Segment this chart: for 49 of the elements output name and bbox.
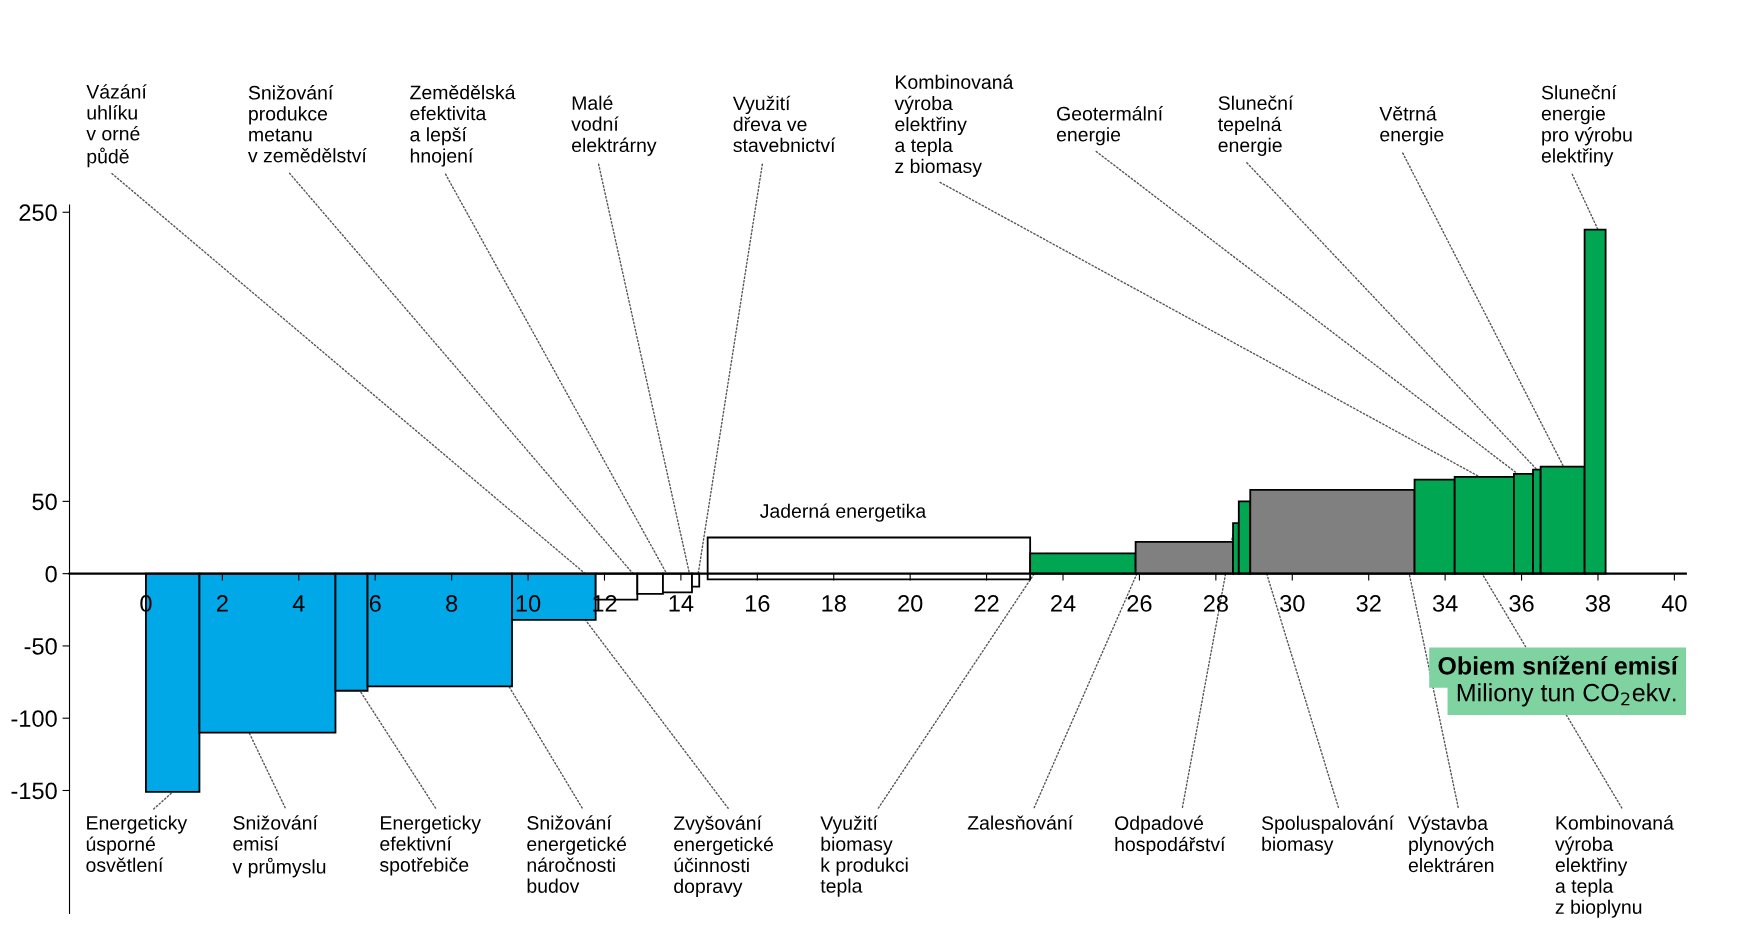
x-tick-label: 36 [1509,595,1534,612]
x-tick-label: 16 [745,595,770,612]
x-tick-label: 38 [1585,595,1611,612]
y-tick-label: -150 [11,782,57,800]
x-tick-label: 28 [1203,595,1228,612]
y-tick-label: 0 [45,565,57,583]
annotation: Využití dřeva ve stavebnictví [732,95,836,153]
annotation: Kombinovaná výroba elektřiny a tepla z bioplynu [1555,815,1674,918]
x-tick-label: 8 [446,595,458,612]
x-tick-label: 26 [1127,595,1152,612]
x-tick-label: 6 [369,595,381,612]
x-tick-label: 18 [822,595,846,612]
annotation: Odpadové hospodářství [1115,815,1226,856]
annotation: Využití biomasy k produkci tepla [820,815,908,897]
x-tick-label: 0 [140,595,152,612]
x-tick-label: 20 [898,595,923,612]
y-tick-label: -50 [24,638,57,655]
x-tick-label: 32 [1356,595,1381,612]
annotation: Kombinovaná výroba elektřiny a tepla z biomasy [894,74,1014,177]
x-tick-label: 2 [216,595,228,612]
x-tick-label: 34 [1432,595,1458,612]
annotation: Zemědělská efektivita a lepší hnojení [410,84,516,167]
annotation: Zvyšování energetické účinnosti dopravy [673,815,773,897]
annotation: Spoluspalování biomasy [1261,815,1394,855]
x-tick-label: 24 [1051,595,1076,612]
annotation: Výstavba plynových elektráren [1408,815,1494,873]
annotation: Geotermální energie [1056,106,1163,146]
y-tick-label: 50 [32,493,57,511]
annotation: Vázání uhlíku v orné půdě [86,84,147,168]
x-tick-label: 40 [1661,595,1687,612]
annotation: Sluneční tepelná energie [1218,95,1294,156]
y-tick-label: -100 [11,710,57,727]
annotation: Jaderná energetika [760,503,927,522]
annotation: Sluneční energie pro výrobu elektřiny [1541,84,1632,167]
annotation: Energeticky úsporné osvětlení [86,815,188,872]
annotation: Snižování energetické náročnosti budov [527,815,627,893]
x-tick-label: 14 [669,595,694,612]
x-tick-label: 30 [1280,595,1305,612]
x-axis-title: Objem snížení emisí Miliony tun CO$_{2}$ekv. [1438,655,1679,707]
annotation: Energeticky efektivní spotřebiče [379,815,481,876]
x-tick-label: 4 [292,595,305,612]
annotation: Snižování emisí v průmyslu [232,815,326,878]
y-tick-label: 250 [19,204,57,222]
x-tick-label: 22 [974,595,999,612]
annotation: Malé vodní elektrárny [571,95,657,156]
x-tick-label: 10 [516,595,541,612]
annotation: Snižování produkce metanu v zemědělství [247,85,367,163]
annotation: Zalesňování [967,815,1074,830]
annotation: Větrná energie [1379,106,1444,146]
